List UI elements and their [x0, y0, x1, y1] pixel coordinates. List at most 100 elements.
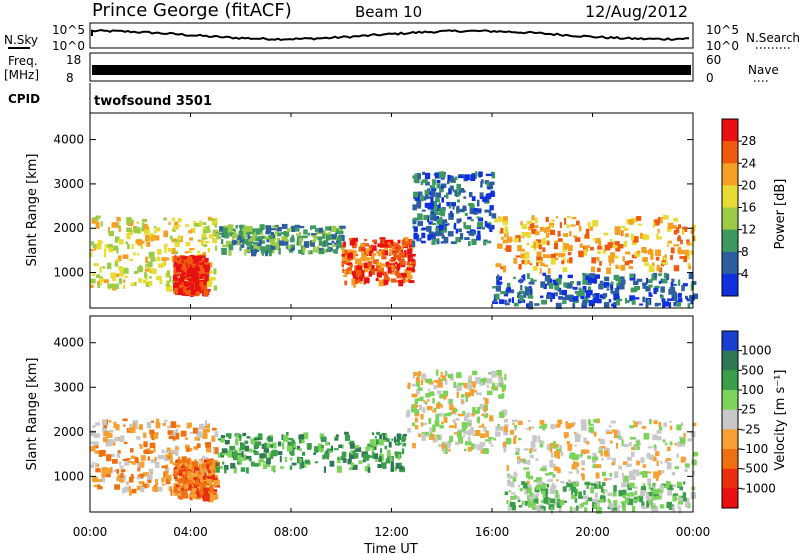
velocity-cell: [441, 444, 444, 450]
velocity-cell: [426, 378, 432, 384]
power-cell: [411, 259, 416, 267]
velocity-cell: [593, 419, 599, 423]
velocity-cell: [659, 504, 665, 509]
power-cell: [439, 188, 444, 193]
velocity-cell: [420, 422, 424, 427]
velocity-cell: [556, 479, 559, 482]
power-cell: [502, 265, 507, 273]
velocity-ytick-label: 1000: [53, 469, 84, 483]
power-cell: [437, 204, 441, 211]
power-cell: [619, 282, 625, 290]
power-cell: [543, 253, 546, 259]
power-cell: [302, 235, 308, 239]
velocity-cell: [626, 463, 632, 467]
velocity-cell: [444, 379, 448, 385]
velocity-cell: [176, 491, 180, 494]
power-cell: [591, 257, 597, 264]
power-cell: [651, 274, 655, 280]
power-cell: [337, 242, 343, 247]
velocity-cell: [394, 466, 397, 472]
power-cell: [482, 196, 488, 202]
velocity-cell: [518, 505, 523, 508]
power-cell: [190, 227, 196, 233]
velocity-cell: [488, 372, 494, 375]
velocity-cell: [680, 422, 684, 426]
velocity-cell: [669, 420, 672, 423]
power-cell: [454, 176, 458, 180]
power-cell: [336, 246, 339, 250]
power-cell: [470, 218, 474, 222]
power-cell: [409, 280, 415, 283]
velocity-cell: [677, 505, 680, 509]
freq-unit: [MHz]: [4, 68, 39, 82]
power-cell: [177, 260, 182, 264]
velocity-cell: [546, 444, 551, 451]
velocity-cell: [503, 430, 509, 436]
velocity-cell: [183, 474, 186, 481]
nsky-trace: [91, 28, 690, 42]
velocity-cell: [478, 425, 485, 428]
velocity-cell: [418, 405, 422, 411]
power-cell: [222, 229, 226, 237]
power-cell: [265, 225, 272, 232]
velocity-cell: [382, 462, 387, 469]
velocity-cell: [102, 419, 107, 426]
velocity-cell: [336, 434, 339, 438]
nsky-tick-high: 10^5: [52, 23, 85, 37]
velocity-cell: [248, 457, 252, 462]
power-cell: [212, 238, 217, 243]
velocity-cell: [592, 452, 597, 458]
power-cell: [336, 240, 340, 244]
velocity-cell: [406, 411, 410, 418]
power-cell: [474, 211, 478, 215]
velocity-cell: [381, 432, 384, 436]
power-cell: [629, 274, 634, 278]
velocity-cell: [656, 430, 662, 434]
power-cell: [539, 226, 545, 232]
velocity-cell: [195, 471, 199, 474]
power-cell: [166, 281, 170, 287]
power-cell: [203, 289, 209, 297]
velocity-cell: [577, 495, 584, 499]
power-cell: [585, 275, 589, 281]
power-cell: [528, 226, 534, 231]
velocity-cell: [443, 443, 446, 451]
velocity-cell: [572, 453, 576, 460]
velocity-cell: [541, 490, 546, 495]
velocity-cell: [412, 383, 417, 387]
power-cell: [344, 280, 348, 286]
power-cell: [146, 265, 149, 271]
date-label: 12/Aug/2012: [585, 2, 688, 21]
power-cell: [455, 191, 460, 198]
velocity-cell: [672, 507, 675, 513]
power-cell: [379, 243, 385, 248]
power-cell: [582, 286, 587, 293]
velocity-cell: [372, 451, 375, 459]
power-cell: [299, 243, 302, 246]
power-cell: [671, 278, 675, 283]
power-cell: [438, 224, 444, 231]
velocity-cell: [411, 393, 418, 398]
power-cell: [690, 242, 693, 246]
velocity-cell: [118, 461, 122, 464]
power-cell: [396, 272, 402, 279]
power-cell: [555, 302, 562, 310]
velocity-cell: [607, 492, 613, 496]
power-cell: [421, 232, 426, 239]
power-cell: [144, 227, 150, 235]
velocity-cell: [374, 436, 377, 439]
velocity-cell: [299, 462, 302, 470]
power-cell: [394, 259, 397, 264]
velocity-colorbar-swatch: [722, 370, 738, 391]
power-cell: [174, 280, 180, 284]
power-cell: [598, 283, 604, 290]
velocity-cell: [470, 426, 473, 431]
power-cell: [556, 278, 562, 285]
velocity-cell: [212, 447, 215, 454]
power-cell: [118, 266, 123, 271]
power-cell: [616, 282, 620, 289]
power-cell: [540, 281, 546, 288]
velocity-cell: [556, 448, 561, 453]
velocity-cell: [204, 425, 208, 429]
velocity-cell: [407, 382, 411, 390]
